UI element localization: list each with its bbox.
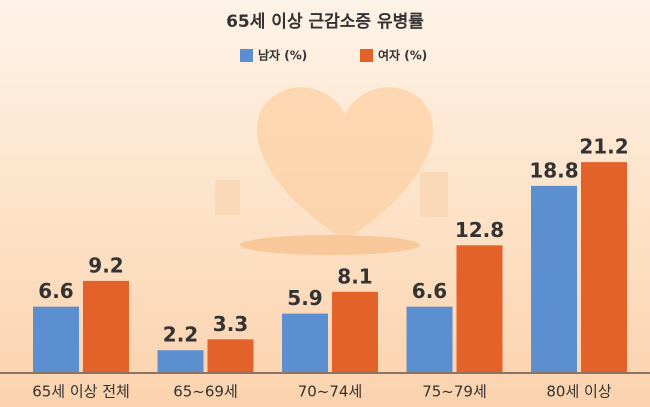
value-label: 2.2 (163, 323, 198, 347)
x-tick-label: 65세 이상 전체 (32, 383, 130, 401)
legend-label: 남자 (%) (258, 48, 307, 63)
bar (157, 350, 204, 372)
bar (581, 162, 627, 372)
value-label: 6.6 (38, 279, 73, 303)
bar (332, 291, 378, 372)
baseline (0, 372, 650, 374)
chart-title: 65세 이상 근감소증 유병률 (226, 12, 424, 32)
floor-shadow (240, 235, 420, 255)
bar (33, 306, 79, 372)
bar (406, 306, 453, 372)
value-label: 18.8 (529, 158, 578, 182)
bar (456, 245, 503, 372)
x-tick-label: 80세 이상 (546, 383, 611, 401)
bar (531, 185, 577, 372)
building-decoration (420, 172, 448, 217)
x-tick-label: 75~79세 (422, 383, 487, 401)
legend-swatch (240, 49, 253, 62)
value-label: 3.3 (213, 312, 248, 336)
bar (83, 280, 129, 372)
bar (207, 339, 254, 372)
value-label: 6.6 (412, 279, 447, 303)
building-decoration (215, 180, 240, 215)
value-label: 5.9 (287, 286, 322, 310)
legend-label: 여자 (%) (378, 48, 427, 63)
value-label: 21.2 (579, 135, 628, 159)
value-label: 12.8 (455, 218, 504, 242)
legend-swatch (360, 49, 373, 62)
bar (282, 313, 328, 372)
value-label: 9.2 (88, 253, 123, 277)
x-tick-label: 70~74세 (298, 383, 363, 401)
heart-decoration (256, 87, 434, 240)
value-label: 8.1 (337, 264, 372, 288)
x-tick-label: 65~69세 (173, 383, 238, 401)
